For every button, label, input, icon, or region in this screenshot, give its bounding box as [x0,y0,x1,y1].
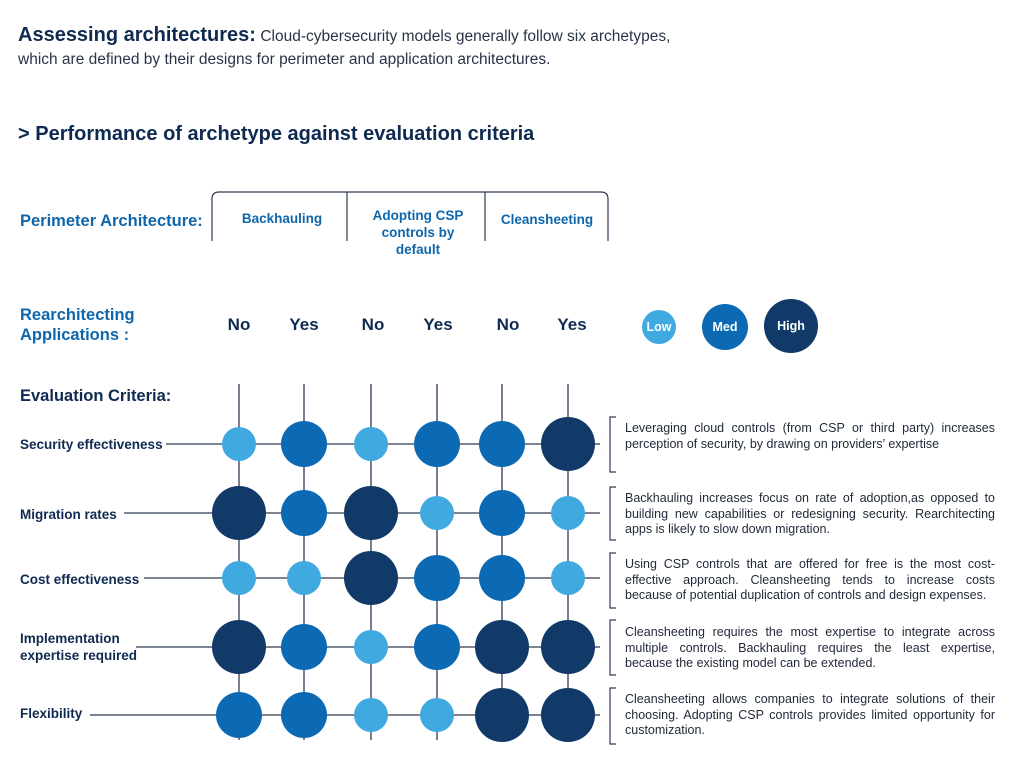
criterion-label-migration-line1: Migration rates [20,507,117,522]
criterion-label-implementation-line2: expertise required [20,648,138,663]
criterion-label-cost: Cost effectiveness [20,571,139,588]
criterion-label-flexibility: Flexibility [20,705,82,722]
rating-dot-med [281,421,327,467]
rating-dot-low [222,561,256,595]
note-flexibility: Cleansheeting allows companies to integr… [625,692,995,737]
note-implementation: Cleansheeting requires the most expertis… [625,625,995,670]
rating-dot-high [541,417,595,471]
rating-dot-low [551,496,585,530]
rating-dot-med [414,421,460,467]
criterion-label-migration: Migration rates [20,506,117,523]
rating-dot-high [541,688,595,742]
rearchitecting-heading-line2: Applications : [20,326,130,344]
criterion-label-flexibility-line1: Flexibility [20,706,83,721]
criterion-label-security-line1: Security effectiveness [20,437,163,452]
rating-dot-med [414,624,460,670]
rating-dot-high [541,620,595,674]
rating-dot-low [354,630,388,664]
section-title: > Performance of archetype against evalu… [18,123,535,145]
rating-dot-high [212,486,266,540]
note-bracket-4 [609,619,616,676]
rating-dot-high [475,688,529,742]
header-desc-line1: Cloud-cybersecurity models generally fol… [260,28,671,45]
rating-dot-low [551,561,585,595]
rating-dot-med [479,421,525,467]
rating-dot-low [287,561,321,595]
rearchitecting-heading-line1: Rearchitecting [20,306,135,324]
note-bracket-1 [609,416,616,473]
rating-dot-med [281,692,327,738]
rearchitecting-heading: Rearchitecting Applications : [20,305,135,345]
rating-dot-low [354,427,388,461]
rating-dot-low [420,698,454,732]
perimeter-option-csp-controls: Adopting CSP controls by default [372,208,464,257]
note-migration: Backhauling increases focus on rate of a… [625,491,995,536]
rating-dot-low [222,427,256,461]
rating-dot-low [354,698,388,732]
criterion-label-implementation-line1: Implementation [20,631,120,646]
criterion-label-implementation: Implementation expertise required [20,630,137,664]
evaluation-heading: Evaluation Criteria: [20,387,172,405]
rating-dot-med [216,692,262,738]
legend-low: Low [642,310,676,344]
perimeter-option-cleansheeting: Cleansheeting [500,212,594,227]
rating-dot-med [281,490,327,536]
note-bracket-3 [609,552,616,609]
note-security: Leveraging cloud controls (from CSP or t… [625,421,995,451]
rearch-value-4: Yes [423,315,453,334]
header-desc-line2: which are defined by their designs for p… [18,51,551,68]
rearch-value-3: No [361,315,385,334]
rating-dot-med [479,490,525,536]
rating-dot-high [212,620,266,674]
perimeter-option-backhauling: Backhauling [241,211,323,226]
perimeter-heading: Perimeter Architecture: [20,212,203,230]
rating-dot-med [479,555,525,601]
note-bracket-5 [609,687,616,745]
criterion-label-cost-line1: Cost effectiveness [20,572,140,587]
rating-dot-low [420,496,454,530]
rearch-value-1: No [227,315,251,334]
note-bracket-2 [609,486,616,541]
rating-dot-high [475,620,529,674]
header-lead: Assessing architectures: [18,24,256,46]
legend-med: Med [702,304,748,350]
legend-high: High [764,299,818,353]
criterion-label-security: Security effectiveness [20,436,163,453]
rating-dot-med [281,624,327,670]
rearch-value-5: No [496,315,520,334]
rearch-value-2: Yes [289,315,319,334]
rating-dot-high [344,551,398,605]
rearch-value-6: Yes [557,315,587,334]
rating-dot-med [414,555,460,601]
header: Assessing architectures: Cloud-cybersecu… [18,24,778,71]
perimeter-bracket [211,191,609,241]
rating-dot-high [344,486,398,540]
note-cost: Using CSP controls that are offered for … [625,557,995,602]
